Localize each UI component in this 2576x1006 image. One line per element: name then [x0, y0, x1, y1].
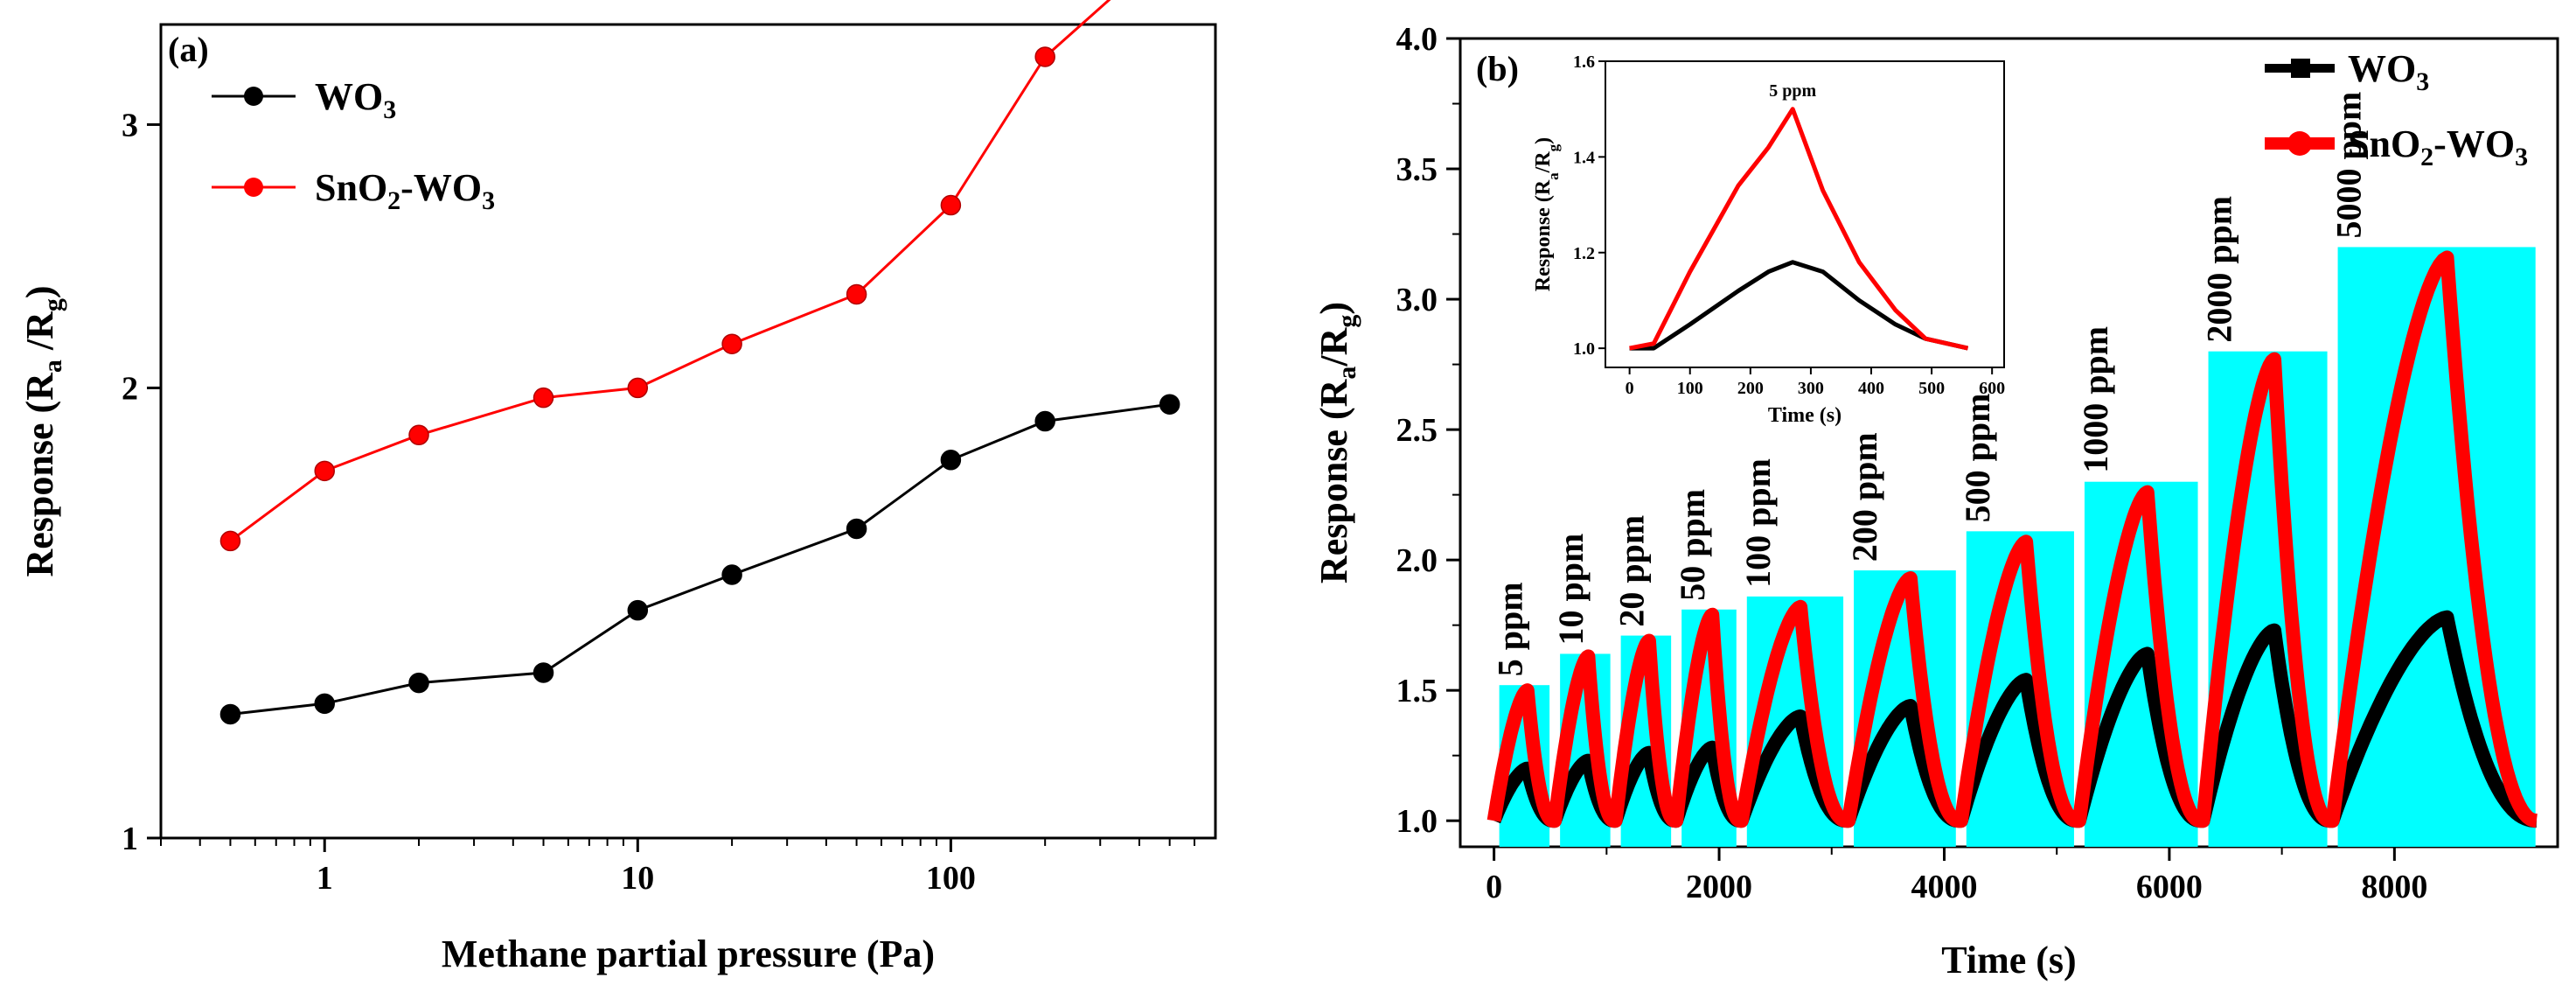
series-line-sno2-wo3 [1486, 250, 2541, 828]
inset-x-tick-label: 200 [1737, 379, 1764, 398]
y-tick-label: 2.0 [1396, 542, 1438, 579]
legend-label: SnO2-WO3 [315, 166, 495, 215]
data-point [1159, 394, 1180, 415]
series-line [230, 402, 1170, 716]
inset-title: 5 ppm [1769, 81, 1816, 101]
concentration-label: 2000 ppm [2200, 196, 2239, 343]
inset-x-tick-label: 500 [1918, 379, 1945, 398]
concentration-label: 5000 ppm [2329, 92, 2369, 239]
concentration-label: 500 ppm [1958, 394, 1997, 523]
data-point [940, 194, 962, 216]
data-point [408, 424, 429, 446]
inset-x-tick-label: 400 [1858, 379, 1884, 398]
x-tick-label: 4000 [1911, 869, 1977, 905]
data-point [533, 662, 554, 683]
data-point [408, 672, 429, 694]
inset-x-tick-label: 600 [1979, 379, 2005, 398]
inset-x-axis-label: Time (s) [1768, 404, 1841, 427]
data-point [219, 703, 241, 725]
legend-marker [2291, 59, 2310, 78]
concentration-label: 5 ppm [1491, 582, 1530, 676]
inset-series-line [1629, 107, 1969, 351]
concentration-label: 200 ppm [1845, 432, 1884, 562]
x-tick-label: 2000 [1686, 869, 1752, 905]
x-tick-label: 8000 [2361, 869, 2427, 905]
x-tick-label: 0 [1486, 869, 1502, 905]
legend-label: WO3 [315, 75, 396, 124]
inset-x-tick-label: 300 [1798, 379, 1824, 398]
legend-label: SnO2-WO3 [2348, 122, 2528, 171]
data-point [627, 599, 649, 621]
data-point [721, 333, 742, 354]
inset-series-line [1629, 260, 1969, 351]
concentration-label: 50 ppm [1673, 489, 1712, 601]
data-point [846, 283, 867, 305]
y-tick-label: 2.5 [1396, 412, 1438, 449]
x-tick-label: 1 [317, 860, 333, 897]
data-point [721, 564, 742, 585]
legend-marker [244, 87, 263, 106]
x-axis-label: Time (s) [1941, 939, 2076, 982]
y-tick-label: 4.0 [1396, 21, 1438, 58]
data-point [533, 387, 554, 409]
panel-label: (a) [168, 30, 209, 69]
data-point [1034, 46, 1055, 67]
concentration-label: 100 ppm [1738, 458, 1778, 588]
panel-b: 5 ppm 10 ppm 20 ppm 50 ppm 100 ppm 200 ppm 500… [1312, 21, 2559, 982]
data-point [314, 693, 335, 715]
y-tick-label: 1.0 [1396, 803, 1438, 840]
inset-y-tick-label: 1.0 [1573, 339, 1595, 359]
y-tick-label: 2 [122, 370, 138, 407]
series-line [229, 0, 1111, 542]
plot-frame [159, 23, 1217, 840]
data-point [846, 518, 867, 540]
y-axis-label: Response (Ra/Rg) [1312, 302, 1361, 583]
inset-frame [1605, 60, 2005, 368]
data-point [314, 460, 335, 482]
inset-x-tick-label: 0 [1626, 379, 1634, 398]
y-tick-label: 1 [122, 821, 138, 857]
inset-y-tick-label: 1.6 [1573, 52, 1595, 72]
legend-marker [2287, 131, 2312, 156]
x-tick-label: 6000 [2136, 869, 2203, 905]
legend-label: WO3 [2348, 47, 2429, 96]
inset-y-tick-label: 1.4 [1573, 148, 1595, 167]
data-point [940, 450, 962, 471]
inset-chart: 0 100 200 300 400 500 600 1.0 1.2 1.4 1.6 5 ppm Time… [1532, 52, 2005, 427]
data-point [1034, 410, 1055, 432]
data-point [627, 377, 649, 399]
concentration-label: 10 ppm [1551, 534, 1591, 646]
y-tick-label: 1.5 [1396, 673, 1438, 709]
concentration-label: 20 ppm [1612, 515, 1652, 627]
inset-x-tick-label: 100 [1677, 379, 1703, 398]
panel-label: (b) [1476, 49, 1519, 88]
x-tick-label: 100 [926, 860, 976, 897]
concentration-label: 1000 ppm [2076, 326, 2115, 473]
data-point [219, 530, 241, 552]
legend-marker [244, 178, 263, 197]
y-axis-label: Response (Ra /Rg) [18, 285, 67, 576]
inset-y-axis-label: Response (Ra/Rg) [1532, 137, 1562, 291]
x-axis-label: Methane partial pressure (Pa) [442, 933, 935, 975]
x-tick-label: 10 [621, 860, 654, 897]
panel-a: 1 10 100 1 2 3 Methane partial pressure (Pa) Re… [18, 0, 1217, 975]
y-tick-label: 3.0 [1396, 282, 1438, 318]
y-tick-label: 3 [122, 107, 138, 143]
y-tick-label: 3.5 [1396, 151, 1438, 188]
inset-y-tick-label: 1.2 [1573, 244, 1595, 263]
